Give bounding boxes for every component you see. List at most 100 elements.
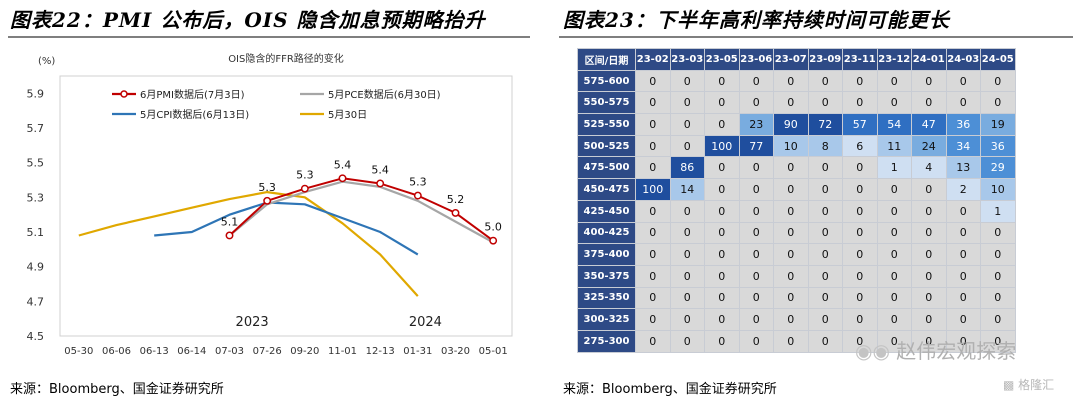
heatmap-row-label: 300-325 [577,308,636,331]
y-tick-label: 5.3 [27,191,45,204]
y-tick-label: 5.1 [27,226,45,239]
right-panel: 图表23：下半年高利率持续时间可能更长 区间/日期 23-02 23-03 23-05… [555,0,1080,402]
x-tick-label: 11-01 [328,346,357,357]
heatmap-cell: 57 [842,113,878,136]
ois-line-chart: OIS隐含的FFR路径的变化 (%) 5.9 5.7 5.5 5.3 5.1 4.9 4.7 4.… [27,52,513,357]
heatmap-cell: 100 [704,134,740,158]
heatmap-cell: 0 [669,113,705,136]
heatmap-cell: 0 [669,286,705,310]
heatmap-corner-label: 区间/日期 [577,48,636,71]
heatmap-cell: 0 [876,69,912,93]
heatmap-column-header: 23-02 [635,48,671,71]
heatmap-cell: 0 [807,156,843,180]
heatmap-cell: 0 [980,91,1016,115]
heatmap-cell: 13 [945,156,981,180]
heatmap-column-header: 24-03 [945,48,981,71]
data-label: 5.3 [296,169,314,182]
heatmap-row: 275-300 0 0 0 0 0 0 0 0 0 0 0 [577,329,1016,353]
heatmap-cell: 0 [876,178,912,201]
heatmap-cell: 0 [807,199,843,223]
heatmap-cell: 29 [980,156,1016,180]
left-source: 来源：Bloomberg、国金证券研究所 [10,382,224,397]
y-tick-label: 5.5 [27,157,45,170]
heatmap-cell: 0 [773,264,809,288]
heatmap-cell: 0 [669,199,705,223]
heatmap-cell: 0 [738,156,774,180]
heatmap-cell: 24 [911,134,947,158]
x-tick-label: 07-03 [215,346,244,357]
heatmap-cell: 54 [876,113,912,136]
heatmap-row: 575-600 0 0 0 0 0 0 0 0 0 0 0 [577,69,1016,93]
heatmap-column-header: 23-06 [738,48,774,71]
heatmap-cell: 0 [635,113,671,136]
data-point [300,184,309,193]
heatmap-cell: 0 [945,329,981,353]
data-point [338,174,347,183]
heatmap-cell: 0 [669,69,705,93]
heatmap-row-label: 475-500 [577,156,636,180]
heatmap-cell: 0 [807,221,843,245]
heatmap-cell: 0 [807,91,843,115]
heatmap-row-label: 575-600 [577,69,636,93]
year-label-2024: 2024 [409,315,442,330]
heatmap-cell: 0 [669,264,705,288]
heatmap-cell: 0 [911,329,947,353]
x-tick-label: 06-13 [140,346,169,357]
heatmap-row-label: 425-450 [577,199,636,223]
heatmap-cell: 0 [773,199,809,223]
heatmap-row: 450-475 100 14 0 0 0 0 0 0 0 2 10 [577,178,1016,201]
heatmap-cell: 19 [980,113,1016,136]
wechat-icon: ◉◉ [855,339,890,363]
heatmap-cell: 0 [842,329,878,353]
heatmap-cell: 0 [980,286,1016,310]
heatmap-cell: 0 [911,308,947,331]
data-label: 5.1 [221,215,239,228]
heatmap-row: 400-425 0 0 0 0 0 0 0 0 0 0 0 [577,221,1016,245]
y-tick-label: 4.7 [27,295,45,308]
heatmap-cell: 100 [635,178,671,201]
heatmap-row-label: 275-300 [577,329,636,353]
heatmap-column-header: 23-05 [704,48,740,71]
heatmap-cell: 0 [911,221,947,245]
heatmap-cell: 0 [669,329,705,353]
heatmap-cell: 0 [704,113,740,136]
series-line [154,201,419,256]
heatmap-cell: 0 [911,199,947,223]
plot-area [59,75,513,337]
heatmap-cell: 0 [773,156,809,180]
heatmap-cell: 0 [945,243,981,266]
heatmap-cell: 0 [773,243,809,266]
heatmap-cell: 0 [945,308,981,331]
rate-probability-heatmap: 区间/日期 23-02 23-03 23-05 23-06 23-07 23-09 23-11… [577,48,1016,353]
heatmap-column-header: 24-05 [980,48,1016,71]
heatmap-cell: 0 [842,199,878,223]
heatmap-cell: 0 [980,329,1016,353]
watermark: ◉◉ 赵伟宏观探索 [855,339,1017,363]
series-line [228,180,494,244]
heatmap-cell: 0 [980,221,1016,245]
x-tick-label: 12-13 [366,346,395,357]
data-label: 5.2 [447,193,465,206]
data-label: 5.0 [484,221,502,234]
y-tick-label: 4.5 [27,330,45,343]
heatmap-cell: 10 [980,178,1016,201]
heatmap-cell: 0 [669,91,705,115]
heatmap-cell: 0 [945,264,981,288]
heatmap-cell: 0 [773,286,809,310]
left-panel: 图表22：PMI 公布后，OIS 隐含加息预期略抬升 OIS隐含的FFR路径的变… [8,8,530,397]
heatmap-cell: 0 [945,199,981,223]
heatmap-cell: 0 [980,308,1016,331]
heatmap-cell: 0 [842,91,878,115]
heatmap-cell: 0 [669,221,705,245]
heatmap-cell: 0 [842,308,878,331]
heatmap-cell: 2 [945,178,981,201]
heatmap-column-header: 23-03 [669,48,705,71]
data-point [263,196,272,205]
heatmap-cell: 0 [807,286,843,310]
heatmap-cell: 0 [704,221,740,245]
heatmap-cell: 0 [911,243,947,266]
heatmap-cell: 0 [876,221,912,245]
heatmap-cell: 0 [635,308,671,331]
heatmap-cell: 6 [842,134,878,158]
heatmap-cell: 8 [807,134,843,158]
